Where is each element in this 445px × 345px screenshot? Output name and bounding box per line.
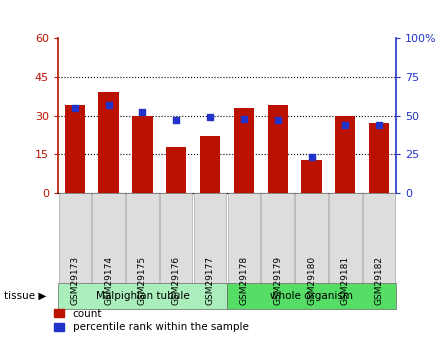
Text: GSM29173: GSM29173 — [70, 256, 79, 305]
Bar — [301, 159, 322, 193]
Text: GSM29175: GSM29175 — [138, 256, 147, 305]
Point — [206, 114, 214, 120]
Point — [308, 155, 315, 160]
Point — [376, 122, 383, 128]
Bar — [267, 105, 288, 193]
Text: GSM29181: GSM29181 — [341, 256, 350, 305]
Point — [173, 117, 180, 123]
Legend: count, percentile rank within the sample: count, percentile rank within the sample — [50, 305, 253, 336]
Text: GSM29176: GSM29176 — [172, 256, 181, 305]
Point — [71, 105, 78, 110]
Point — [105, 102, 112, 107]
Text: tissue ▶: tissue ▶ — [4, 291, 47, 301]
Bar — [98, 92, 119, 193]
Bar — [200, 136, 220, 193]
Bar — [166, 147, 186, 193]
Bar — [65, 105, 85, 193]
Text: GSM29177: GSM29177 — [206, 256, 214, 305]
Text: GSM29179: GSM29179 — [273, 256, 282, 305]
Text: GSM29178: GSM29178 — [239, 256, 248, 305]
Text: whole organism: whole organism — [270, 291, 353, 301]
Bar — [335, 116, 356, 193]
Point — [139, 110, 146, 115]
Bar — [369, 123, 389, 193]
Point — [342, 122, 349, 128]
Text: Malpighian tubule: Malpighian tubule — [96, 291, 189, 301]
Bar — [132, 116, 153, 193]
Text: GSM29182: GSM29182 — [375, 256, 384, 305]
Point — [274, 117, 281, 123]
Text: GSM29180: GSM29180 — [307, 256, 316, 305]
Text: GSM29174: GSM29174 — [104, 256, 113, 305]
Bar — [234, 108, 254, 193]
Point — [240, 116, 247, 121]
